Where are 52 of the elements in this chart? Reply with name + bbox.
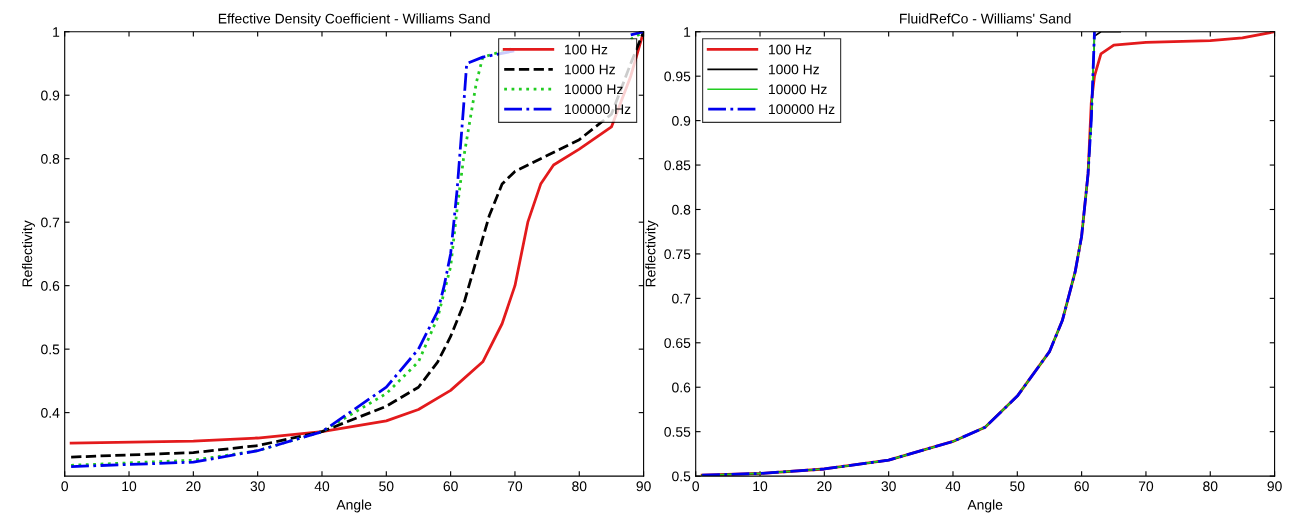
chart-title: FluidRefCo - Williams' Sand: [900, 13, 1071, 24]
legend-label: 10000 Hz: [564, 84, 623, 95]
x-tick-label: 50: [379, 481, 394, 492]
y-tick-label: 0.55: [664, 427, 691, 437]
y-tick-label: 0.9: [672, 115, 691, 126]
y-tick-label: 0.65: [664, 338, 691, 348]
x-tick-label: 70: [507, 481, 523, 492]
y-tick-label: 0.7: [41, 217, 60, 228]
x-tick-label: 60: [1074, 481, 1089, 492]
legend-label: 100 Hz: [768, 44, 812, 55]
x-tick-label: 10: [753, 481, 768, 492]
y-axis-title: Reflectivity: [645, 220, 659, 287]
legend-label: 10000 Hz: [768, 84, 827, 95]
x-tick-label: 0: [61, 481, 69, 492]
y-tick-label: 0.8: [41, 154, 60, 164]
x-axis-title: Angle: [967, 499, 1003, 513]
x-tick-label: 40: [945, 481, 961, 492]
x-tick-label: 80: [1203, 481, 1218, 492]
y-tick-label: 0.6: [41, 280, 60, 291]
legend-label: 1000 Hz: [768, 64, 819, 75]
y-tick-label: 0.95: [664, 71, 691, 82]
x-tick-label: 50: [1010, 481, 1025, 492]
x-tick-label: 20: [186, 481, 201, 492]
x-tick-label: 40: [314, 481, 330, 492]
y-tick-label: 0.5: [672, 471, 691, 482]
y-axis-title: Reflectivity: [22, 220, 35, 287]
x-tick-label: 70: [1138, 481, 1154, 492]
x-tick-label: 60: [443, 481, 458, 492]
y-tick-label: 0.9: [41, 90, 60, 101]
y-tick-label: 0.85: [664, 160, 691, 171]
x-tick-label: 10: [122, 481, 137, 492]
x-tick-label: 20: [817, 481, 832, 492]
x-tick-label: 90: [1267, 481, 1282, 492]
legend-label: 100 Hz: [564, 44, 608, 55]
x-tick-label: 80: [572, 481, 587, 492]
y-tick-label: 0.7: [672, 293, 691, 304]
legend-label: 1000 Hz: [564, 64, 615, 75]
x-tick-label: 30: [881, 481, 896, 492]
y-tick-label: 0.4: [41, 407, 60, 418]
y-tick-label: 0.8: [672, 204, 691, 215]
y-tick-label: 1: [53, 27, 60, 37]
x-axis-title: Angle: [336, 499, 372, 513]
x-tick-label: 30: [250, 481, 265, 492]
y-tick-label: 1: [684, 27, 691, 37]
y-tick-label: 0.75: [664, 249, 691, 260]
x-tick-label: 0: [692, 481, 700, 492]
legend-label: 100000 Hz: [768, 104, 835, 115]
x-tick-label: 90: [636, 481, 651, 492]
legend-label: 100000 Hz: [564, 104, 631, 115]
chart-title: Effective Density Coefficient - Williams Sand: [218, 13, 490, 27]
y-tick-label: 0.6: [672, 382, 691, 393]
y-tick-label: 0.5: [41, 344, 60, 355]
